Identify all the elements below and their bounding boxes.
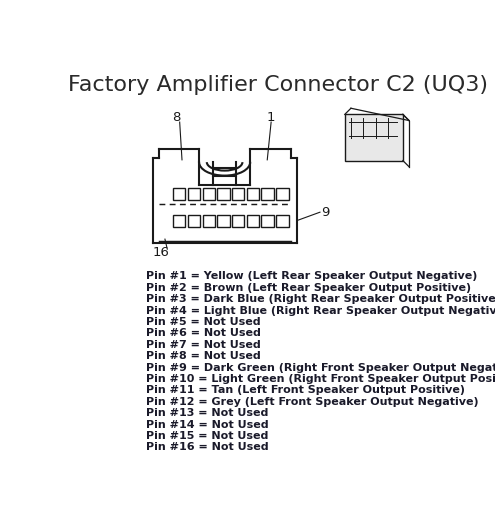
Text: Pin #6 = Not Used: Pin #6 = Not Used (146, 328, 260, 339)
Bar (173, 188, 186, 200)
Bar (261, 215, 274, 227)
Text: Pin #10 = Light Green (Right Front Speaker Output Positive): Pin #10 = Light Green (Right Front Speak… (146, 374, 495, 384)
Text: 8: 8 (172, 111, 181, 124)
Bar (276, 215, 289, 227)
Text: 9: 9 (321, 206, 330, 219)
Text: Pin #5 = Not Used: Pin #5 = Not Used (146, 317, 260, 327)
Text: Pin #7 = Not Used: Pin #7 = Not Used (146, 340, 260, 350)
Text: Pin #2 = Brown (Left Rear Speaker Output Positive): Pin #2 = Brown (Left Rear Speaker Output… (146, 283, 471, 293)
Text: Pin #4 = Light Blue (Right Rear Speaker Output Negative): Pin #4 = Light Blue (Right Rear Speaker … (146, 306, 495, 316)
Bar (173, 215, 186, 227)
Text: Pin #12 = Grey (Left Front Speaker Output Negative): Pin #12 = Grey (Left Front Speaker Outpu… (146, 397, 478, 407)
Bar (217, 215, 230, 227)
Bar (232, 188, 245, 200)
Text: Pin #9 = Dark Green (Right Front Speaker Output Negative): Pin #9 = Dark Green (Right Front Speaker… (146, 362, 495, 373)
Bar (261, 188, 274, 200)
Bar (247, 215, 259, 227)
Text: Pin #3 = Dark Blue (Right Rear Speaker Output Positive): Pin #3 = Dark Blue (Right Rear Speaker O… (146, 294, 495, 305)
Bar (276, 188, 289, 200)
Text: Pin #14 = Not Used: Pin #14 = Not Used (146, 420, 268, 430)
Bar (232, 215, 245, 227)
Text: Pin #8 = Not Used: Pin #8 = Not Used (146, 351, 260, 361)
Text: 16: 16 (152, 247, 169, 260)
Bar (188, 188, 200, 200)
Bar (202, 215, 215, 227)
Bar (188, 215, 200, 227)
Bar (202, 188, 215, 200)
Bar (217, 188, 230, 200)
Bar (345, 114, 403, 161)
Text: Factory Amplifier Connector C2 (UQ3): Factory Amplifier Connector C2 (UQ3) (68, 75, 488, 95)
Text: Pin #15 = Not Used: Pin #15 = Not Used (146, 431, 268, 441)
Text: Pin #13 = Not Used: Pin #13 = Not Used (146, 408, 268, 418)
Text: Pin #1 = Yellow (Left Rear Speaker Output Negative): Pin #1 = Yellow (Left Rear Speaker Outpu… (146, 271, 477, 281)
Bar (247, 188, 259, 200)
Text: 1: 1 (267, 111, 275, 124)
Text: Pin #16 = Not Used: Pin #16 = Not Used (146, 443, 268, 452)
Text: Pin #11 = Tan (Left Front Speaker Output Positive): Pin #11 = Tan (Left Front Speaker Output… (146, 386, 465, 396)
